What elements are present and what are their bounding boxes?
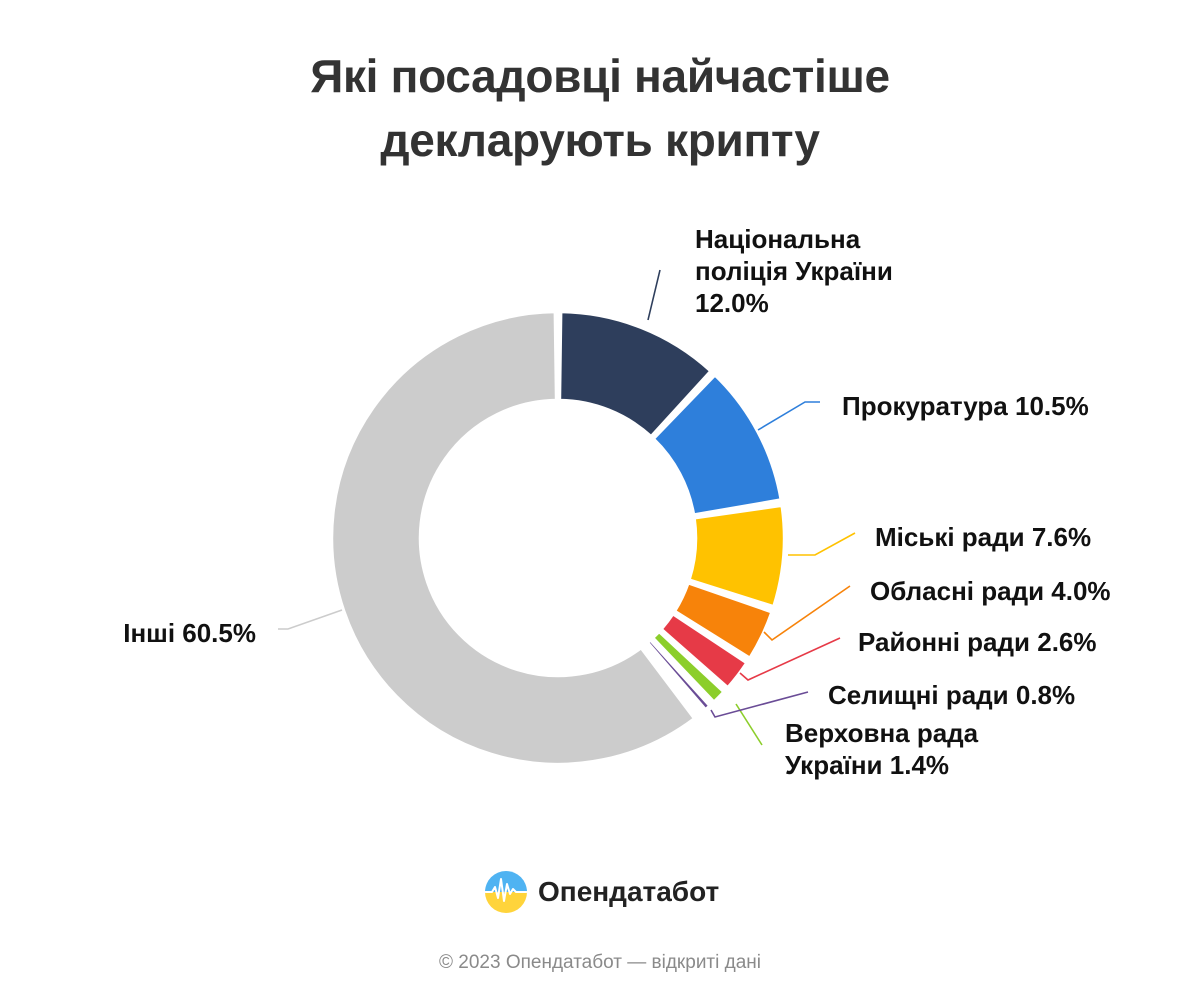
slice-label-line: поліція України [695,256,893,286]
slice-label-line: Селищні ради 0.8% [828,680,1075,710]
leader-line [278,609,343,630]
slice-label: Міські ради 7.6% [875,522,1091,552]
slice-label-line: Обласні ради 4.0% [870,576,1111,606]
leader-line [788,532,856,556]
donut-slice-національна-поліція-україни [558,310,712,438]
slice-label: Обласні ради 4.0% [870,576,1111,606]
slice-label-line: України 1.4% [785,750,949,780]
chart-title-line-1: Які посадовці найчастіше [310,50,890,102]
chart-title-line-2: декларують крипту [380,114,820,166]
donut-slice-районні-ради [660,613,748,689]
donut-slice-обласні-ради [673,582,773,659]
brand-name: Опендатабот [538,876,720,907]
slice-label: Інші 60.5% [123,618,256,648]
donut-slice-міські-ради [688,504,786,608]
slice-label-line: Прокуратура 10.5% [842,391,1089,421]
brand-logo: Опендатабот [484,870,719,914]
slice-label: Селищні ради 0.8% [828,680,1075,710]
donut-slice-селищні-ради [646,639,711,711]
opendatabot-logo-icon [485,871,527,913]
slice-label-line: Районні ради 2.6% [858,627,1097,657]
slice-label: Верховна рада України 1.4% [785,718,979,780]
slice-label: Районні ради 2.6% [858,627,1097,657]
leader-line [710,691,809,718]
slice-label-line: Інші 60.5% [123,618,256,648]
donut-slice-прокуратура [652,374,782,516]
donut-slice-unlabeled [642,643,702,716]
leader-line [647,269,661,321]
leader-line [757,401,820,431]
leader-line [739,637,841,681]
slice-label-line: Національна [695,224,861,254]
slice-label: Прокуратура 10.5% [842,391,1089,421]
donut-slice-верховна-рада-україни [651,630,725,703]
leader-line [763,585,851,642]
slice-label-line: 12.0% [695,288,769,318]
slice-label-line: Міські ради 7.6% [875,522,1091,552]
slice-label: Національна поліція України 12.0% [695,224,893,318]
chart-title: Які посадовці найчастіше декларують крип… [0,44,1200,172]
donut-slice-інші [330,310,696,766]
copyright-footer: © 2023 Опендатабот — відкриті дані [439,952,761,973]
slice-label-line: Верховна рада [785,718,979,748]
